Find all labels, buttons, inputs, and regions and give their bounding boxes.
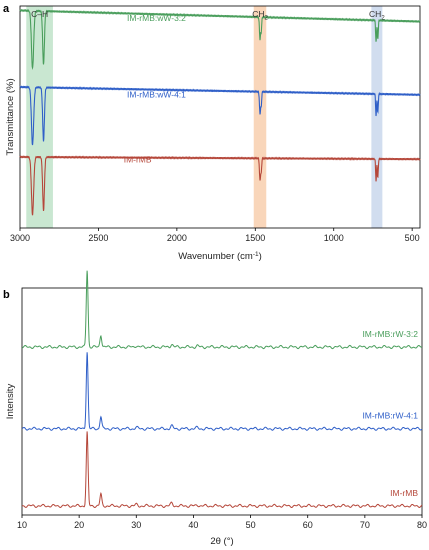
panel-label-a: a <box>3 3 10 15</box>
band-label-2: CH2 <box>369 9 385 22</box>
xrd-panel: 10 20 30 40 50 60 70 80 IM-rMB:rW-3:2IM-rMB:rW-… <box>3 270 427 547</box>
band-label-0: C–H <box>31 9 48 19</box>
x-tick-label-40: 40 <box>188 520 198 530</box>
x-tick-label-1000: 1000 <box>324 233 344 243</box>
band-0 <box>26 6 53 228</box>
series-line-im-rmb-ww-4-1 <box>19 85 421 146</box>
x-tick-label-50: 50 <box>246 520 256 530</box>
x-tick-label-80: 80 <box>417 520 427 530</box>
series-label-im-rmb-rw-4-1: IM-rMB:rW-4:1 <box>362 411 418 421</box>
xrd-x-axis-title: 2θ (°) <box>210 536 233 547</box>
x-tick-label-3000: 3000 <box>10 233 30 243</box>
x-tick-label-2500: 2500 <box>88 233 108 243</box>
series-line-im-rmb-rw-4-1 <box>21 352 423 431</box>
series-line-im-rmb-ww-3-2 <box>19 8 421 71</box>
absorption-bands <box>26 6 383 228</box>
band-1 <box>253 6 267 228</box>
ftir-series-group <box>19 8 421 216</box>
xrd-series-group <box>21 270 423 509</box>
series-label-im-rmb-ww-4-1: IM-rMB:wW-4:1 <box>127 90 186 100</box>
band-2 <box>371 6 383 228</box>
series-line-im-rmb-rw-3-2 <box>21 270 423 350</box>
ftir-x-axis-title: Wavenumber (cm-1) <box>178 251 262 262</box>
panel-label-b: b <box>3 289 10 301</box>
band-label-1: CH2 <box>252 9 268 22</box>
series-label-im-rmb: IM-rMB <box>390 488 418 498</box>
ftir-band-labels: C–H CH2 CH2 <box>31 9 385 22</box>
ftir-series-labels: IM-rMB:wW-3:2 IM-rMB:wW-4:1 IM-rMB <box>124 13 186 164</box>
ftir-panel: 3000 2500 2000 1500 1000 500 IM-rMB:wW-3:2IM-… <box>3 3 421 262</box>
xrd-x-ticks: 10 20 30 40 50 60 70 80 <box>17 515 427 530</box>
x-tick-label-60: 60 <box>303 520 313 530</box>
x-tick-label-1500: 1500 <box>245 233 265 243</box>
ftir-y-axis-title: Transmittance (%) <box>5 78 16 155</box>
series-line-im-rmb <box>19 155 421 216</box>
ftir-x-ticks: 3000 2500 2000 1500 1000 500 <box>10 228 420 243</box>
series-label-im-rmb-rw-3-2: IM-rMB:rW-3:2 <box>362 329 418 339</box>
ftir-plot-frame <box>19 5 421 229</box>
xrd-y-axis-title: Intensity <box>5 384 16 420</box>
series-label-im-rmb-ww-3-2: IM-rMB:wW-3:2 <box>127 13 186 23</box>
x-tick-label-10: 10 <box>17 520 27 530</box>
series-line-im-rmb <box>21 431 423 509</box>
x-tick-label-500: 500 <box>405 233 420 243</box>
series-label-im-rmb: IM-rMB <box>124 155 152 165</box>
x-tick-label-70: 70 <box>360 520 370 530</box>
xrd-plot-frame <box>21 287 423 516</box>
x-tick-label-30: 30 <box>131 520 141 530</box>
x-tick-label-2000: 2000 <box>167 233 187 243</box>
x-tick-label-20: 20 <box>74 520 84 530</box>
xrd-series-labels: IM-rMB:rW-3:2 IM-rMB:rW-4:1 IM-rMB <box>362 329 418 498</box>
